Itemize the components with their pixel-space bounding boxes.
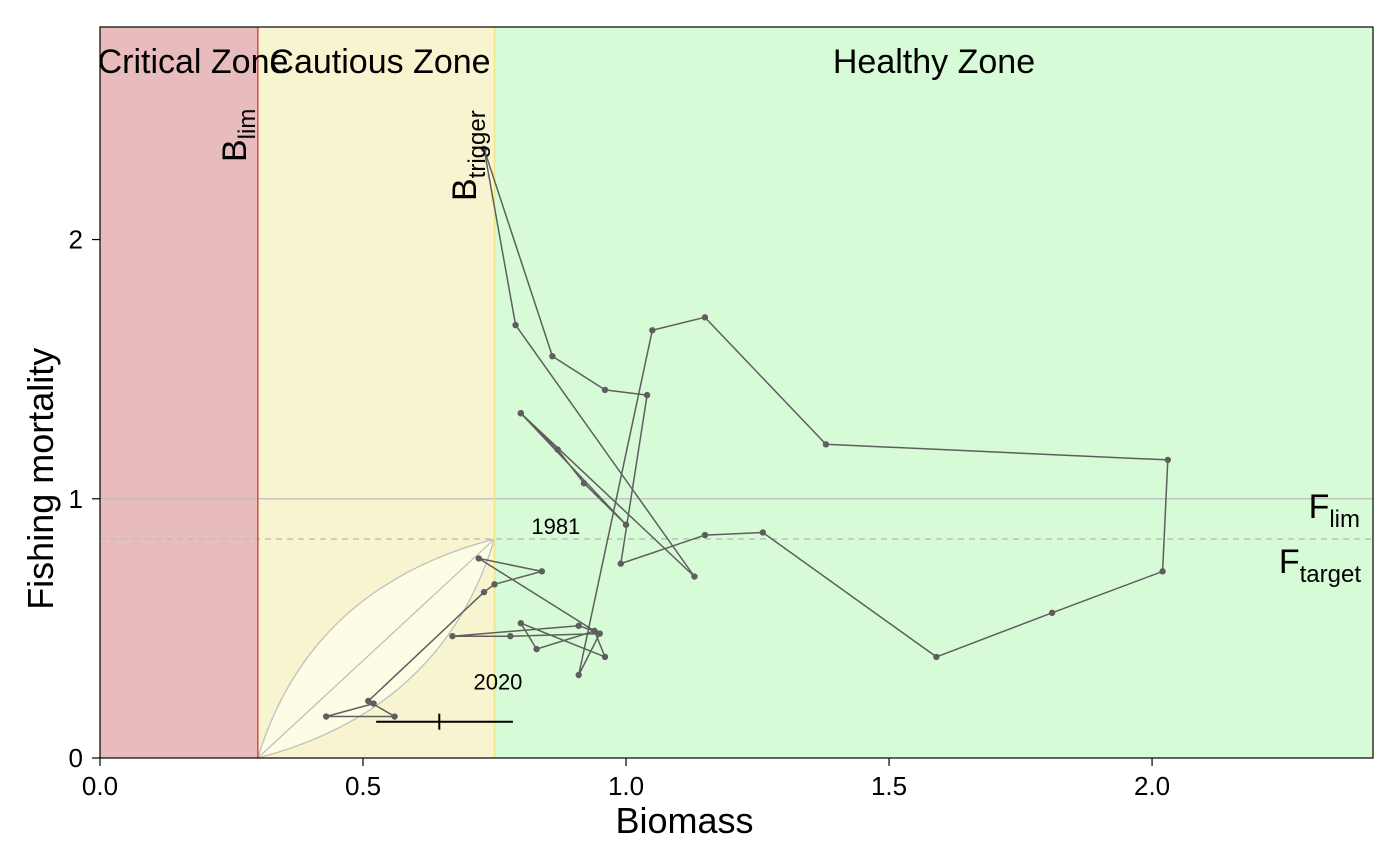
blim-label-sub: lim	[234, 109, 261, 140]
x-axis-title: Biomass	[615, 800, 753, 841]
data-point-16	[1159, 568, 1166, 575]
data-point-28	[517, 620, 525, 627]
data-point-20	[649, 327, 656, 334]
data-point-36	[391, 713, 398, 720]
data-point-33	[491, 581, 498, 588]
data-point-22	[596, 630, 603, 637]
data-point-18	[822, 441, 830, 448]
data-point-4	[517, 410, 525, 417]
data-point-10	[643, 391, 651, 399]
flim-label: Flim	[1309, 488, 1360, 533]
x-tick-label-0: 0.0	[82, 771, 118, 801]
data-point-1	[554, 446, 561, 453]
data-point-24	[449, 632, 456, 640]
ftarget-label-main: F	[1279, 543, 1300, 581]
data-point-2	[580, 480, 588, 487]
zone-backgrounds	[100, 27, 1373, 758]
data-point-19	[701, 314, 709, 321]
zone-label-2: Healthy Zone	[833, 43, 1035, 81]
year-annotation-0: 1981	[531, 514, 580, 539]
year-annotation-1: 2020	[473, 670, 522, 695]
x-tick-label-4: 2.0	[1134, 771, 1170, 801]
data-point-6	[512, 321, 519, 329]
data-point-3	[622, 521, 630, 528]
data-point-17	[1164, 456, 1172, 464]
data-point-12	[701, 531, 709, 539]
blim-label-main: B	[216, 139, 254, 162]
ftarget-label: Ftarget	[1279, 543, 1361, 588]
y-tick-label-0: 0	[69, 743, 83, 773]
axes: 0.0 0.5 1.0 1.5 2.0 0 1 2	[69, 225, 1171, 801]
data-point-27	[533, 645, 540, 653]
zone-0	[100, 27, 258, 758]
flim-label-sub: lim	[1329, 506, 1360, 533]
zone-2	[494, 27, 1373, 758]
chart-labels: Biomass Fishing mortality Critical ZoneCau…	[20, 43, 1361, 841]
zone-label-0: Critical Zone	[98, 43, 289, 81]
data-point-8	[549, 353, 556, 360]
zone-label-1: Cautious Zone	[269, 43, 490, 81]
terminal-estimate	[376, 713, 513, 730]
data-point-14	[933, 653, 940, 661]
data-point-38	[370, 700, 377, 707]
trajectory-series	[322, 145, 1172, 720]
data-point-7	[480, 145, 488, 153]
data-point-34	[480, 588, 488, 596]
data-point-37	[322, 713, 330, 720]
x-tick-label-1: 0.5	[345, 771, 381, 801]
plot-border	[99, 26, 1374, 759]
data-point-35	[365, 697, 372, 705]
hcr-line	[257, 538, 495, 759]
y-tick-label-1: 1	[69, 484, 83, 514]
y-tick-label-2: 2	[69, 225, 83, 255]
flim-label-main: F	[1309, 488, 1330, 526]
btrigger-label-sub: trigger	[464, 110, 491, 178]
data-point-32	[538, 568, 546, 575]
data-point-11	[617, 560, 624, 567]
data-point-5	[691, 573, 698, 580]
data-point-31	[475, 555, 482, 562]
btrigger-label-main: B	[446, 178, 484, 201]
ftarget-label-sub: target	[1300, 561, 1362, 588]
data-point-25	[575, 622, 582, 629]
data-point-15	[1048, 609, 1056, 617]
data-point-13	[759, 529, 767, 536]
data-point-9	[601, 386, 609, 394]
blim-label: Blim	[216, 109, 261, 162]
x-tick-label-2: 1.0	[608, 771, 644, 801]
data-point-21	[575, 671, 582, 679]
data-point-29	[601, 653, 609, 661]
plot-frame	[99, 26, 1374, 759]
x-tick-label-3: 1.5	[871, 771, 907, 801]
btrigger-label: Btrigger	[446, 110, 491, 201]
y-axis-title: Fishing mortality	[20, 348, 61, 610]
data-point-23	[507, 632, 514, 640]
data-point-30	[591, 627, 598, 635]
